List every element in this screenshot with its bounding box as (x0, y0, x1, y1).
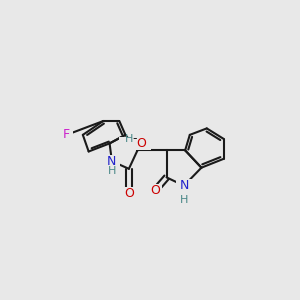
Text: H: H (124, 134, 133, 144)
Text: -: - (132, 132, 137, 145)
FancyBboxPatch shape (122, 187, 136, 200)
Text: O: O (124, 187, 134, 200)
Text: O: O (150, 184, 160, 197)
Text: F: F (63, 128, 70, 141)
Text: N: N (179, 179, 189, 192)
FancyBboxPatch shape (103, 154, 120, 168)
FancyBboxPatch shape (178, 194, 190, 206)
FancyBboxPatch shape (148, 184, 162, 197)
FancyBboxPatch shape (60, 128, 73, 142)
FancyBboxPatch shape (176, 179, 192, 192)
Text: H: H (180, 195, 188, 205)
FancyBboxPatch shape (119, 137, 152, 150)
Text: N: N (107, 155, 117, 168)
Text: H: H (108, 166, 116, 176)
Text: O: O (137, 137, 147, 150)
FancyBboxPatch shape (106, 165, 118, 177)
